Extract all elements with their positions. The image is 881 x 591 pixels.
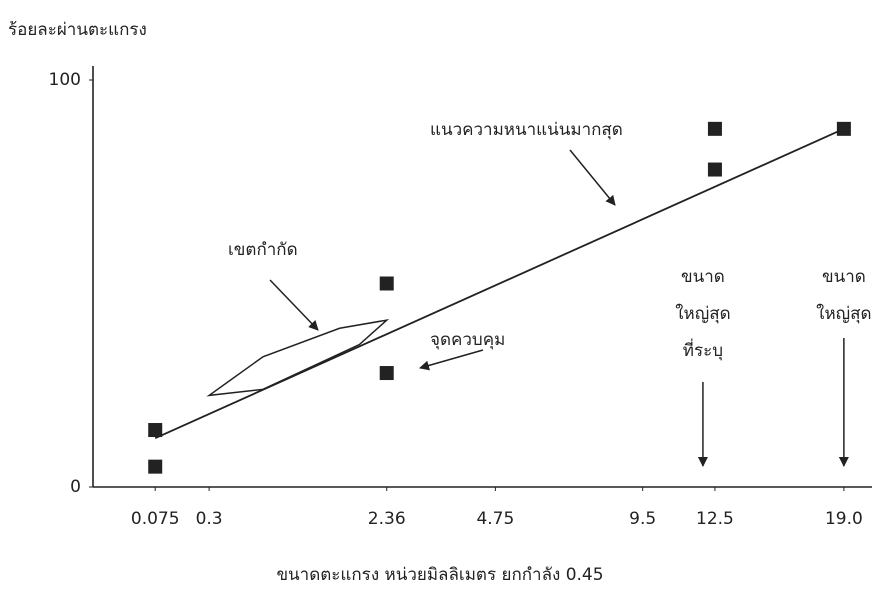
y-tick-label: 0: [70, 477, 81, 497]
y-axis-label: ร้อยละผ่านตะแกรง: [8, 20, 147, 40]
annotation-arrow: [569, 149, 616, 206]
annotation: ใหญ่สุด: [816, 303, 871, 324]
control-point: [148, 423, 163, 438]
x-tick-label: 2.36: [368, 509, 406, 529]
x-tick-label: 0.3: [196, 509, 223, 529]
restricted-zone: [206, 318, 390, 397]
control-point: [379, 276, 394, 291]
annotation: ขนาด: [822, 267, 866, 287]
control-point: [148, 459, 163, 474]
annotation-arrow: [269, 279, 319, 331]
annotation: ใหญ่สุด: [675, 303, 730, 324]
x-tick-label: 0.075: [131, 509, 180, 529]
x-tick-label: 9.5: [629, 509, 656, 529]
control-point: [707, 121, 722, 136]
y-tick-label: 100: [49, 70, 81, 90]
annotation: จุดควบคุม: [430, 330, 505, 350]
annotation: เขตกำกัด: [228, 240, 298, 260]
control-point: [707, 162, 722, 177]
x-axis-label: ขนาดตะแกรง หน่วยมิลลิเมตร ยกกำลัง 0.45: [276, 565, 603, 585]
x-tick-label: 4.75: [476, 509, 514, 529]
max-density-line: [154, 128, 845, 439]
annotation: แนวความหนาแน่นมากสุด: [430, 120, 623, 140]
annotation: ขนาด: [681, 267, 725, 287]
x-tick-label: 12.5: [696, 509, 734, 529]
annotation: ที่ระบุ: [683, 338, 723, 361]
control-point: [379, 366, 394, 381]
annotation-arrow: [419, 349, 484, 371]
x-tick-label: 19.0: [825, 509, 863, 529]
